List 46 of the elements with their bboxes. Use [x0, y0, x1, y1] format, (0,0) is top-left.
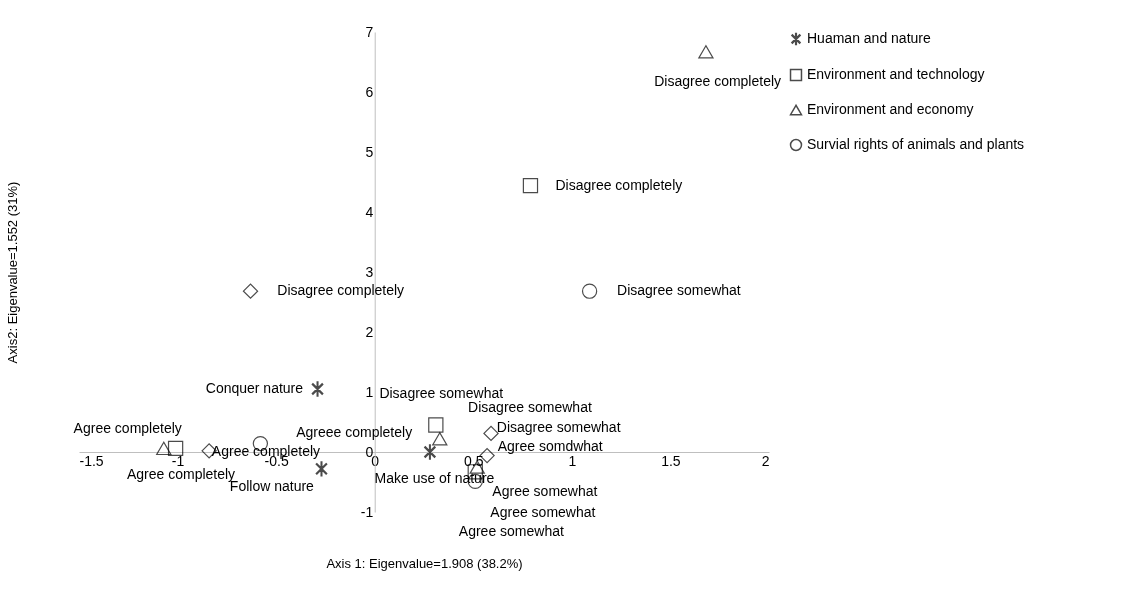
x-axis-title: Axis 1: Eigenvalue=1.908 (38.2%) — [326, 555, 523, 571]
y-tick-label: 7 — [365, 23, 374, 40]
point — [428, 417, 444, 433]
annotation: Conquer nature — [205, 380, 304, 396]
point — [311, 381, 324, 397]
legend-label: Survial rights of animals and plants — [807, 136, 1025, 152]
x-tick-label: -1 — [171, 452, 185, 469]
annotation: Disagree somewhat — [617, 282, 741, 299]
point — [432, 432, 448, 446]
legend-label: Environment and economy — [807, 101, 974, 117]
y-tick-label: -1 — [360, 503, 374, 520]
y-axis-title: Axis2: Eigenvalue=1.552 (31%) — [4, 181, 20, 364]
point — [167, 440, 184, 457]
y-tick-label: 2 — [365, 323, 374, 340]
y-tick-label: 4 — [365, 203, 374, 220]
annotation: Agree somewhat — [492, 483, 598, 500]
annotation: Disagree somewhat — [468, 399, 592, 416]
point — [698, 45, 714, 59]
annotation: Disagree completely — [654, 73, 782, 90]
annotation: Agreee completely — [296, 423, 413, 440]
point — [156, 441, 172, 456]
annotation: Agree somewhat — [458, 522, 564, 539]
point — [522, 177, 539, 194]
annotation: Agree completely — [73, 420, 182, 437]
y-tick-label: 5 — [365, 143, 374, 160]
annotation: Disagree completely — [555, 176, 683, 193]
y-tick-label: 6 — [365, 83, 374, 100]
legend-label: Environment and technology — [807, 66, 985, 82]
point — [424, 444, 436, 460]
point — [242, 283, 259, 299]
annotation: Agree somewhat — [490, 504, 596, 521]
x-tick-label: 2 — [761, 452, 770, 469]
annotation: Disagree completely — [277, 282, 405, 299]
point — [315, 461, 328, 477]
point — [581, 283, 598, 299]
x-tick-label: 1.5 — [661, 452, 681, 469]
annotation: Agree somdwhat — [497, 437, 603, 454]
annotation: Disagree somewhat — [379, 385, 504, 402]
y-tick-label: 1 — [365, 383, 374, 400]
annotation: Disagree somewhat — [496, 418, 621, 435]
x-tick-label: 1 — [568, 452, 577, 469]
legend-label: Huaman and nature — [807, 30, 931, 46]
point — [483, 425, 499, 442]
x-tick-label: 0.5 — [464, 452, 484, 469]
y-tick-label: 3 — [365, 263, 374, 280]
x-tick-label: -1.5 — [79, 452, 104, 469]
